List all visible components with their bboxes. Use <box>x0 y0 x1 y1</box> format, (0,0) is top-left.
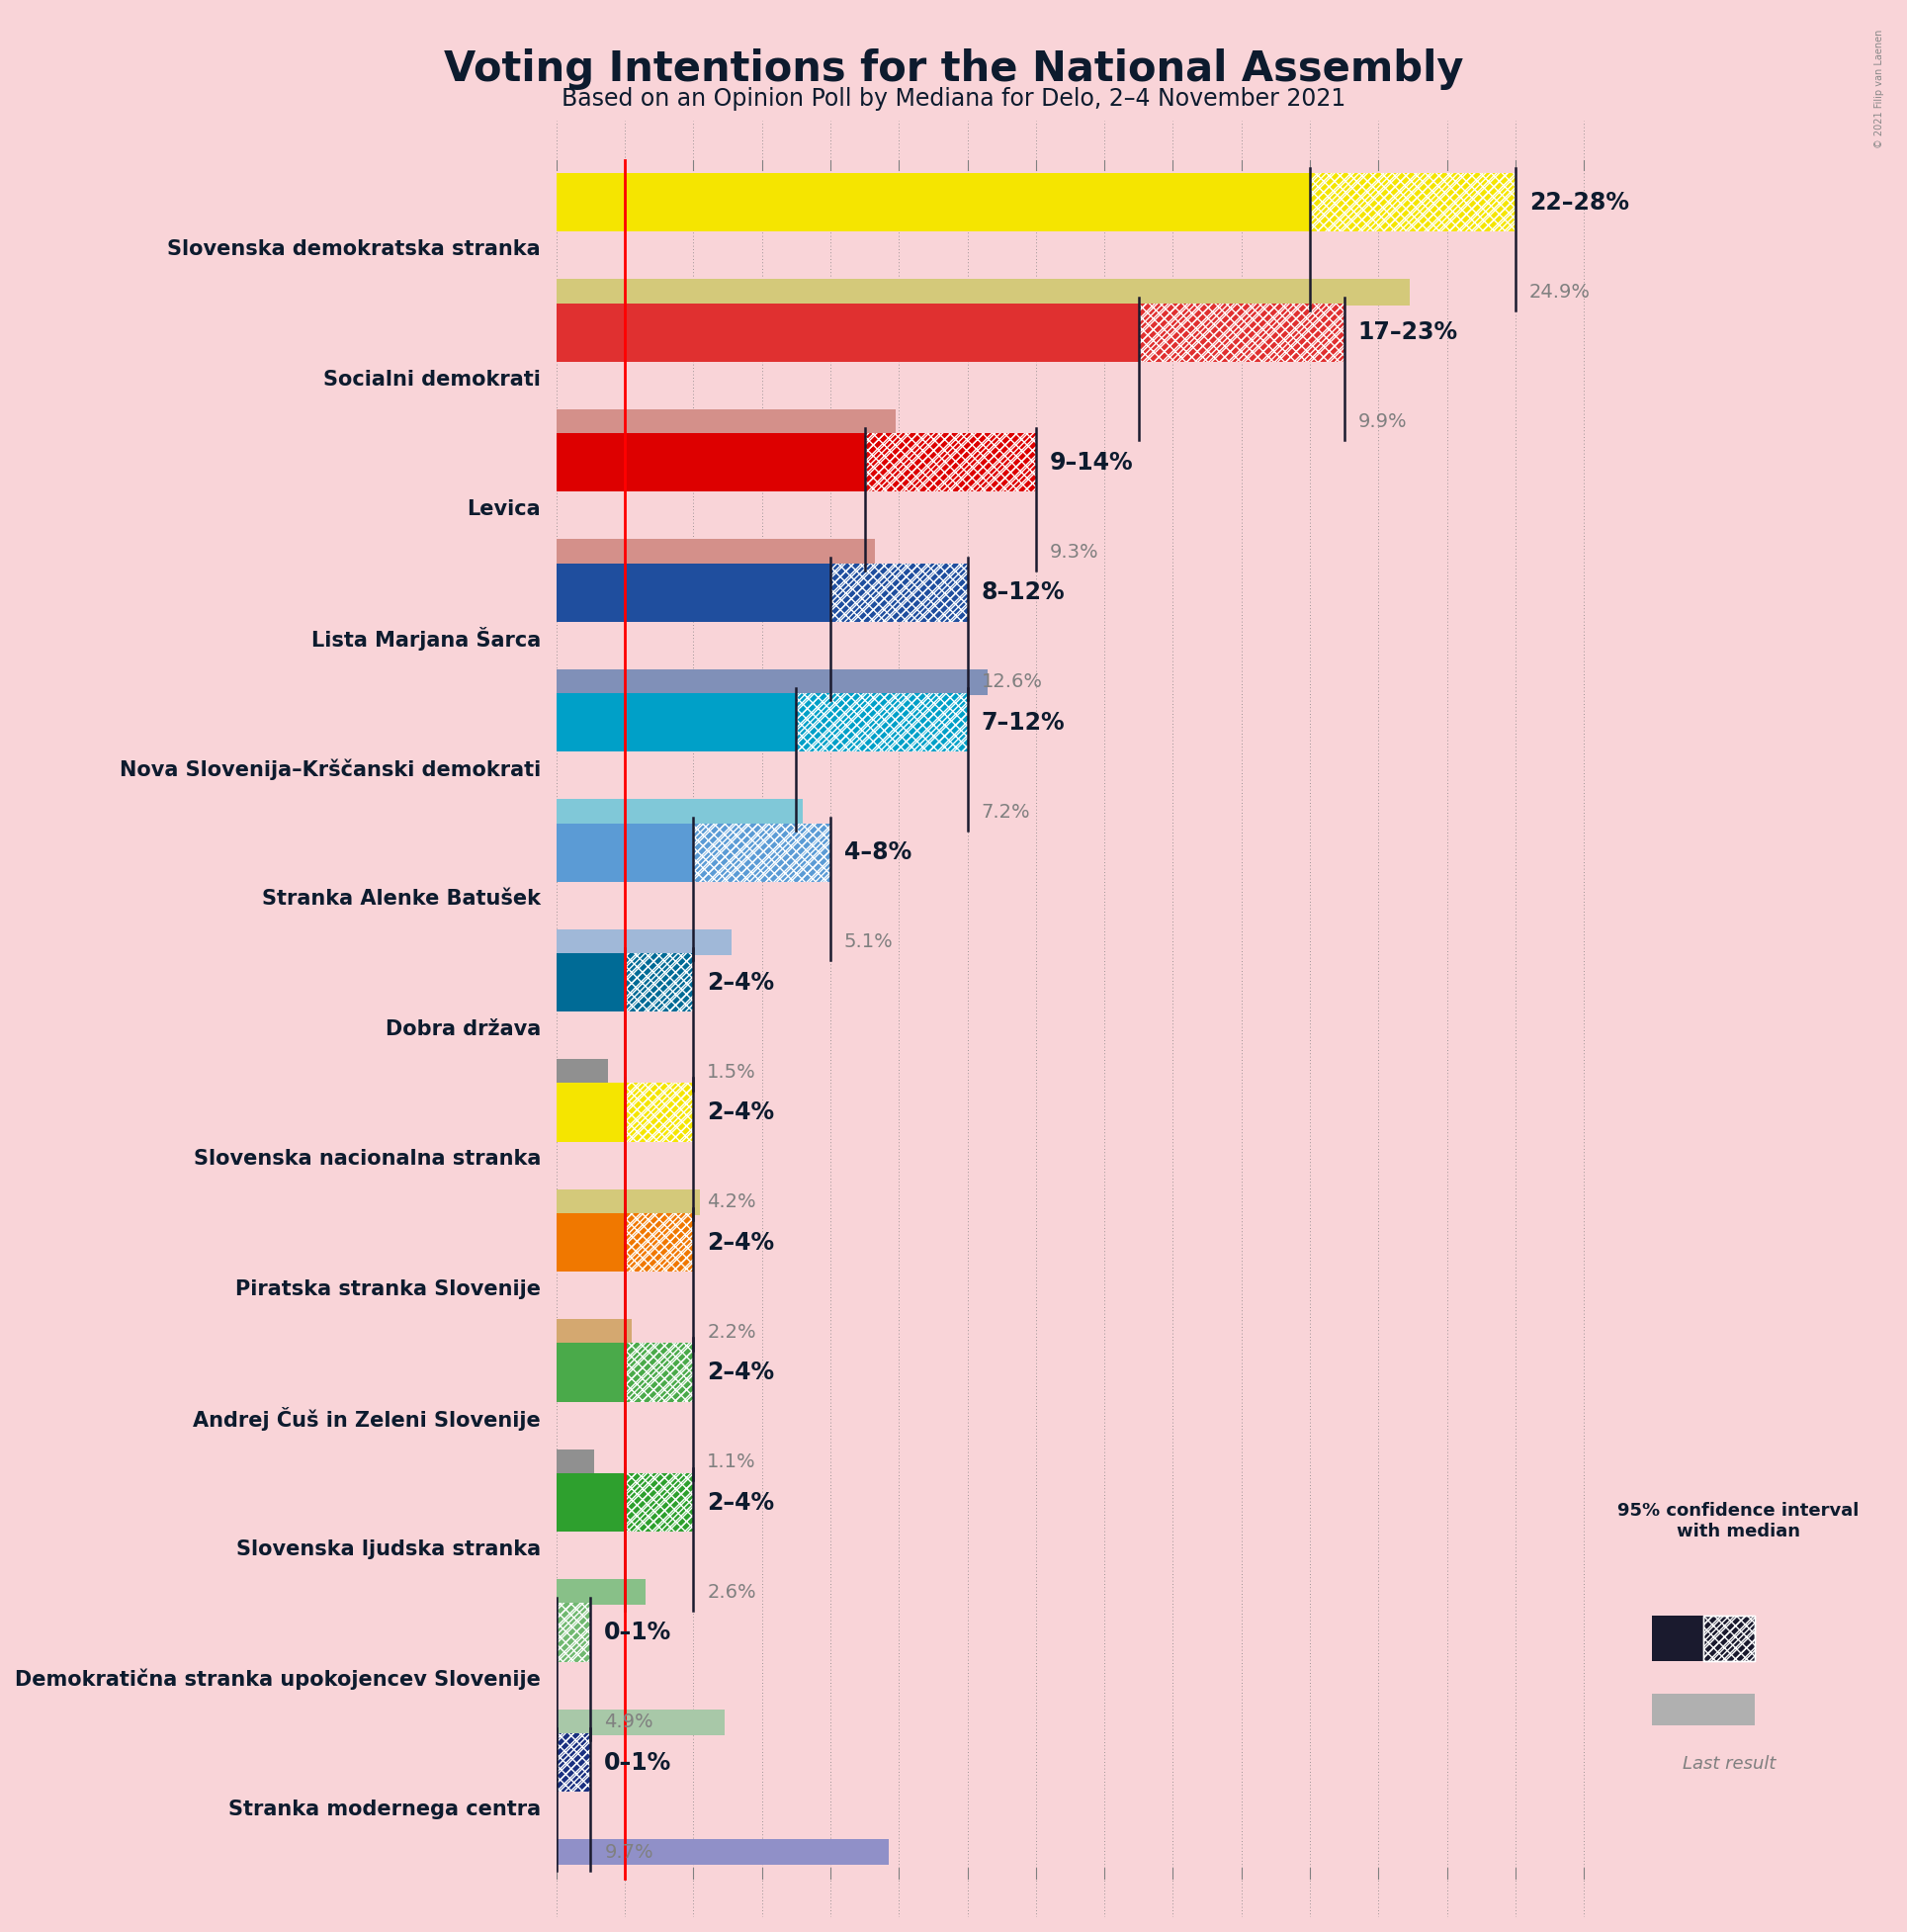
Bar <box>557 800 803 825</box>
Text: © 2021 Filip van Laenen: © 2021 Filip van Laenen <box>1875 29 1884 149</box>
Bar <box>797 694 967 752</box>
Bar <box>625 1474 694 1532</box>
Bar <box>557 410 896 435</box>
Bar <box>625 1084 694 1142</box>
Text: 7.2%: 7.2% <box>980 802 1030 821</box>
Text: 9.3%: 9.3% <box>1049 543 1098 562</box>
Bar <box>1138 303 1344 361</box>
Bar <box>557 174 1516 232</box>
Bar <box>557 694 967 752</box>
Bar <box>557 952 694 1012</box>
Bar <box>557 1578 645 1605</box>
Bar <box>557 1320 631 1345</box>
Bar <box>625 1213 694 1271</box>
Text: 4.9%: 4.9% <box>605 1714 654 1731</box>
Bar <box>557 1733 591 1791</box>
Text: Last result: Last result <box>1682 1756 1775 1774</box>
Bar <box>557 1839 889 1864</box>
Bar <box>625 1213 694 1271</box>
Bar <box>557 433 1036 491</box>
Text: 5.1%: 5.1% <box>845 933 892 951</box>
Bar <box>797 694 967 752</box>
Bar <box>557 823 830 881</box>
Text: 7–12%: 7–12% <box>980 711 1064 734</box>
Bar <box>557 1474 694 1532</box>
Text: 2–4%: 2–4% <box>707 970 774 995</box>
Text: 2.2%: 2.2% <box>707 1323 757 1341</box>
Bar <box>557 668 988 696</box>
Bar <box>625 1474 694 1532</box>
FancyBboxPatch shape <box>1653 1694 1754 1725</box>
Text: 9.7%: 9.7% <box>605 1843 654 1862</box>
Bar <box>864 433 1036 491</box>
Text: 1.5%: 1.5% <box>707 1063 757 1082</box>
Bar <box>557 929 730 954</box>
Bar <box>557 539 875 564</box>
Bar <box>557 1449 595 1476</box>
Text: Voting Intentions for the National Assembly: Voting Intentions for the National Assem… <box>444 48 1463 89</box>
Bar <box>557 303 1344 361</box>
Text: 17–23%: 17–23% <box>1358 321 1457 344</box>
Bar <box>557 278 1409 305</box>
Text: 8–12%: 8–12% <box>980 580 1064 605</box>
Text: 22–28%: 22–28% <box>1529 191 1629 214</box>
Text: 2–4%: 2–4% <box>707 1231 774 1254</box>
Bar <box>864 433 1036 491</box>
Bar <box>557 1343 694 1403</box>
FancyBboxPatch shape <box>1653 1615 1703 1662</box>
Text: 9.9%: 9.9% <box>1358 413 1407 431</box>
Bar <box>557 1084 694 1142</box>
Bar <box>557 1710 725 1735</box>
Bar <box>557 1604 591 1662</box>
Bar <box>1310 174 1516 232</box>
Bar <box>557 1604 591 1662</box>
Text: Based on an Opinion Poll by Mediana for Delo, 2–4 November 2021: Based on an Opinion Poll by Mediana for … <box>561 87 1346 110</box>
Bar <box>557 1059 608 1086</box>
Text: 0–1%: 0–1% <box>605 1621 671 1644</box>
Text: 24.9%: 24.9% <box>1529 282 1590 301</box>
Text: 2–4%: 2–4% <box>707 1360 774 1385</box>
Text: 0–1%: 0–1% <box>605 1750 671 1774</box>
Text: 9–14%: 9–14% <box>1049 450 1133 473</box>
Text: 4–8%: 4–8% <box>845 840 912 864</box>
Bar <box>1310 174 1516 232</box>
Bar <box>557 562 967 622</box>
Bar <box>557 1604 591 1662</box>
Bar <box>694 823 830 881</box>
Text: 2–4%: 2–4% <box>707 1101 774 1124</box>
Bar <box>557 1733 591 1791</box>
Text: 1.1%: 1.1% <box>707 1453 757 1472</box>
Bar <box>625 952 694 1012</box>
Bar <box>557 1188 700 1215</box>
Bar <box>694 823 830 881</box>
Bar <box>830 562 967 622</box>
Bar <box>830 562 967 622</box>
Bar <box>625 1343 694 1403</box>
Bar <box>625 952 694 1012</box>
Bar <box>557 1213 694 1271</box>
Bar <box>625 1084 694 1142</box>
Text: 12.6%: 12.6% <box>980 672 1043 692</box>
Bar <box>1138 303 1344 361</box>
Text: 2.6%: 2.6% <box>707 1582 757 1602</box>
Text: 4.2%: 4.2% <box>707 1192 757 1211</box>
Bar <box>625 1343 694 1403</box>
Bar <box>557 1733 591 1791</box>
Text: 2–4%: 2–4% <box>707 1492 774 1515</box>
Text: 95% confidence interval
with median: 95% confidence interval with median <box>1617 1501 1859 1540</box>
FancyBboxPatch shape <box>1703 1615 1754 1662</box>
